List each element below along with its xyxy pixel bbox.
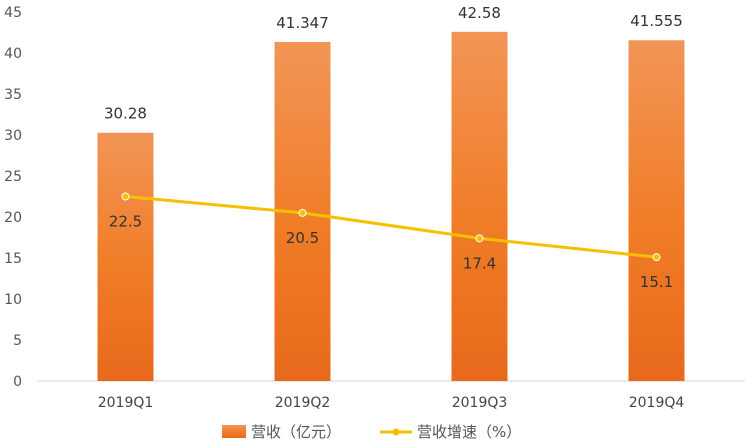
x-tick-label: 2019Q1 [98,395,154,411]
line-point [298,208,307,217]
line-point [121,192,130,201]
x-tick-label: 2019Q4 [629,395,685,411]
bar-series [97,31,685,382]
y-tick-label: 45 [4,5,22,21]
growth-line [125,195,657,259]
y-tick-label: 40 [4,46,22,62]
y-tick-label: 35 [4,87,22,103]
legend: 营收（亿元） 营收增速（%） [222,423,521,441]
y-tick-label: 0 [13,374,22,390]
y-axis: 0 5 10 15 20 25 30 35 40 45 [4,5,22,390]
legend-line-marker [392,428,400,436]
line-value-label: 15.1 [640,273,673,291]
line-point [652,253,661,262]
y-tick-label: 5 [13,333,22,349]
line-point [475,234,484,243]
line-series [121,192,661,262]
bar [97,132,154,381]
bar-data-labels: 30.28 41.347 42.58 41.555 [104,4,683,123]
line-data-labels: 22.5 20.5 17.4 15.1 [109,213,673,292]
y-tick-label: 15 [4,251,22,267]
bar [451,31,508,382]
bar-value-label: 30.28 [104,105,147,123]
y-tick-label: 10 [4,292,22,308]
line-value-label: 22.5 [109,213,142,231]
bar-value-label: 42.58 [458,4,501,22]
legend-bar-label: 营收（亿元） [251,423,341,441]
line-value-label: 17.4 [463,254,496,272]
bar-value-label: 41.347 [276,14,329,32]
y-tick-label: 25 [4,169,22,185]
x-axis: 2019Q1 2019Q2 2019Q3 2019Q4 [37,380,745,411]
bar [628,40,685,382]
bar-value-label: 41.555 [630,12,683,30]
legend-bar-swatch [222,425,246,438]
y-tick-label: 30 [4,128,22,144]
legend-line-label: 营收增速（%） [417,423,521,441]
y-tick-label: 20 [4,210,22,226]
x-tick-label: 2019Q2 [275,395,331,411]
x-tick-label: 2019Q3 [452,395,508,411]
line-value-label: 20.5 [286,229,319,247]
